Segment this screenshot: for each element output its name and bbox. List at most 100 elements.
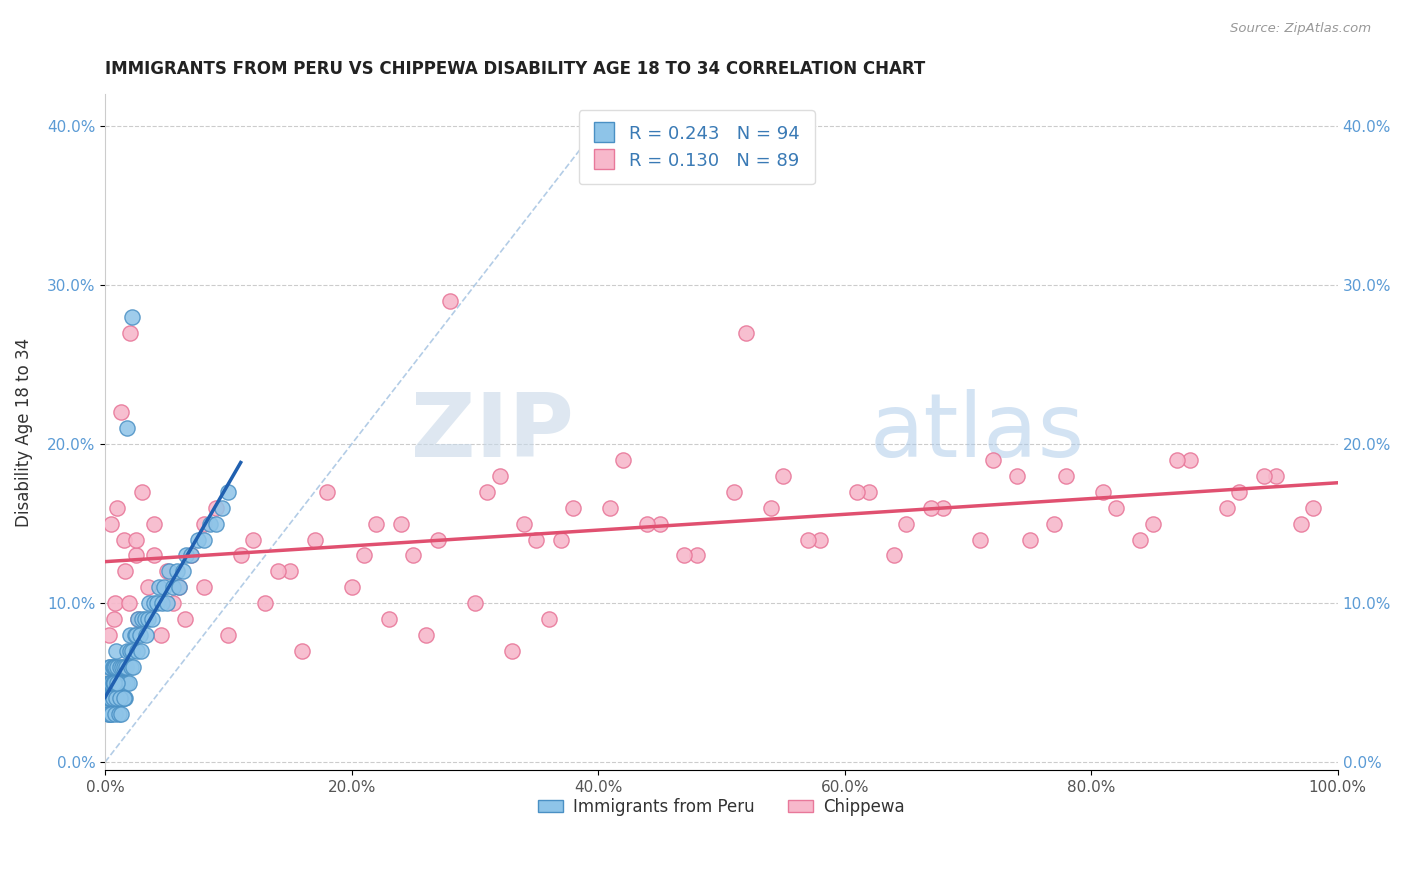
Point (172, 564, 194, 578)
Point (735, 326, 758, 340)
Point (402, 549, 425, 563)
Point (104, 596, 127, 610)
Point (100, 691, 122, 706)
Point (366, 516, 388, 531)
Point (138, 596, 160, 610)
Point (127, 644, 149, 658)
Point (110, 405, 132, 419)
Point (135, 628, 157, 642)
Point (110, 691, 132, 706)
Point (125, 533, 148, 547)
Point (134, 612, 156, 626)
Point (114, 675, 136, 690)
Point (477, 484, 499, 499)
Point (211, 500, 233, 515)
Point (122, 659, 145, 673)
Point (114, 564, 136, 578)
Point (120, 659, 142, 673)
Point (141, 612, 163, 626)
Point (723, 484, 745, 499)
Point (180, 549, 202, 563)
Point (97, 675, 120, 690)
Point (97, 691, 120, 706)
Point (107, 675, 129, 690)
Point (162, 580, 184, 594)
Point (105, 691, 128, 706)
Point (148, 580, 170, 594)
Point (340, 580, 363, 594)
Point (98, 691, 121, 706)
Point (174, 612, 197, 626)
Point (136, 580, 159, 594)
Point (526, 533, 548, 547)
Point (110, 707, 132, 722)
Point (686, 549, 709, 563)
Point (105, 691, 128, 706)
Point (129, 644, 152, 658)
Point (101, 691, 124, 706)
Point (920, 500, 942, 515)
Point (156, 596, 179, 610)
Point (217, 628, 239, 642)
Point (981, 453, 1004, 467)
Point (107, 500, 129, 515)
Point (107, 675, 129, 690)
Point (167, 580, 190, 594)
Point (108, 659, 131, 673)
Point (193, 580, 215, 594)
Point (426, 533, 449, 547)
Point (100, 707, 122, 722)
Point (1178, 453, 1201, 467)
Point (108, 675, 131, 690)
Point (101, 659, 124, 673)
Point (1227, 484, 1250, 499)
Point (153, 580, 176, 594)
Point (205, 516, 228, 531)
Point (562, 500, 585, 515)
Point (107, 691, 129, 706)
Point (464, 596, 486, 610)
Point (229, 549, 252, 563)
Point (673, 549, 696, 563)
Point (193, 533, 215, 547)
Point (104, 707, 127, 722)
Point (1018, 533, 1040, 547)
Point (599, 500, 621, 515)
Point (316, 484, 339, 499)
Point (97, 707, 120, 722)
Point (121, 310, 143, 324)
Point (389, 516, 412, 531)
Point (537, 612, 560, 626)
Point (117, 596, 139, 610)
Point (112, 659, 135, 673)
Point (143, 549, 166, 563)
Point (118, 326, 141, 340)
Text: IMMIGRANTS FROM PERU VS CHIPPEWA DISABILITY AGE 18 TO 34 CORRELATION CHART: IMMIGRANTS FROM PERU VS CHIPPEWA DISABIL… (105, 60, 925, 78)
Point (488, 469, 510, 483)
Point (125, 628, 148, 642)
Point (111, 659, 134, 673)
Point (198, 516, 221, 531)
Point (969, 533, 991, 547)
Point (1129, 533, 1152, 547)
Point (254, 596, 277, 610)
Point (121, 644, 143, 658)
Point (796, 533, 818, 547)
Point (1092, 484, 1115, 499)
Point (100, 675, 122, 690)
Point (304, 533, 326, 547)
Point (353, 549, 375, 563)
Point (187, 533, 209, 547)
Point (150, 596, 173, 610)
Point (1043, 516, 1066, 531)
Point (103, 675, 125, 690)
Point (157, 564, 180, 578)
Point (858, 484, 880, 499)
Point (117, 675, 139, 690)
Point (176, 549, 198, 563)
Point (377, 612, 399, 626)
Point (131, 484, 153, 499)
Point (97, 659, 120, 673)
Point (128, 628, 150, 642)
Point (117, 675, 139, 690)
